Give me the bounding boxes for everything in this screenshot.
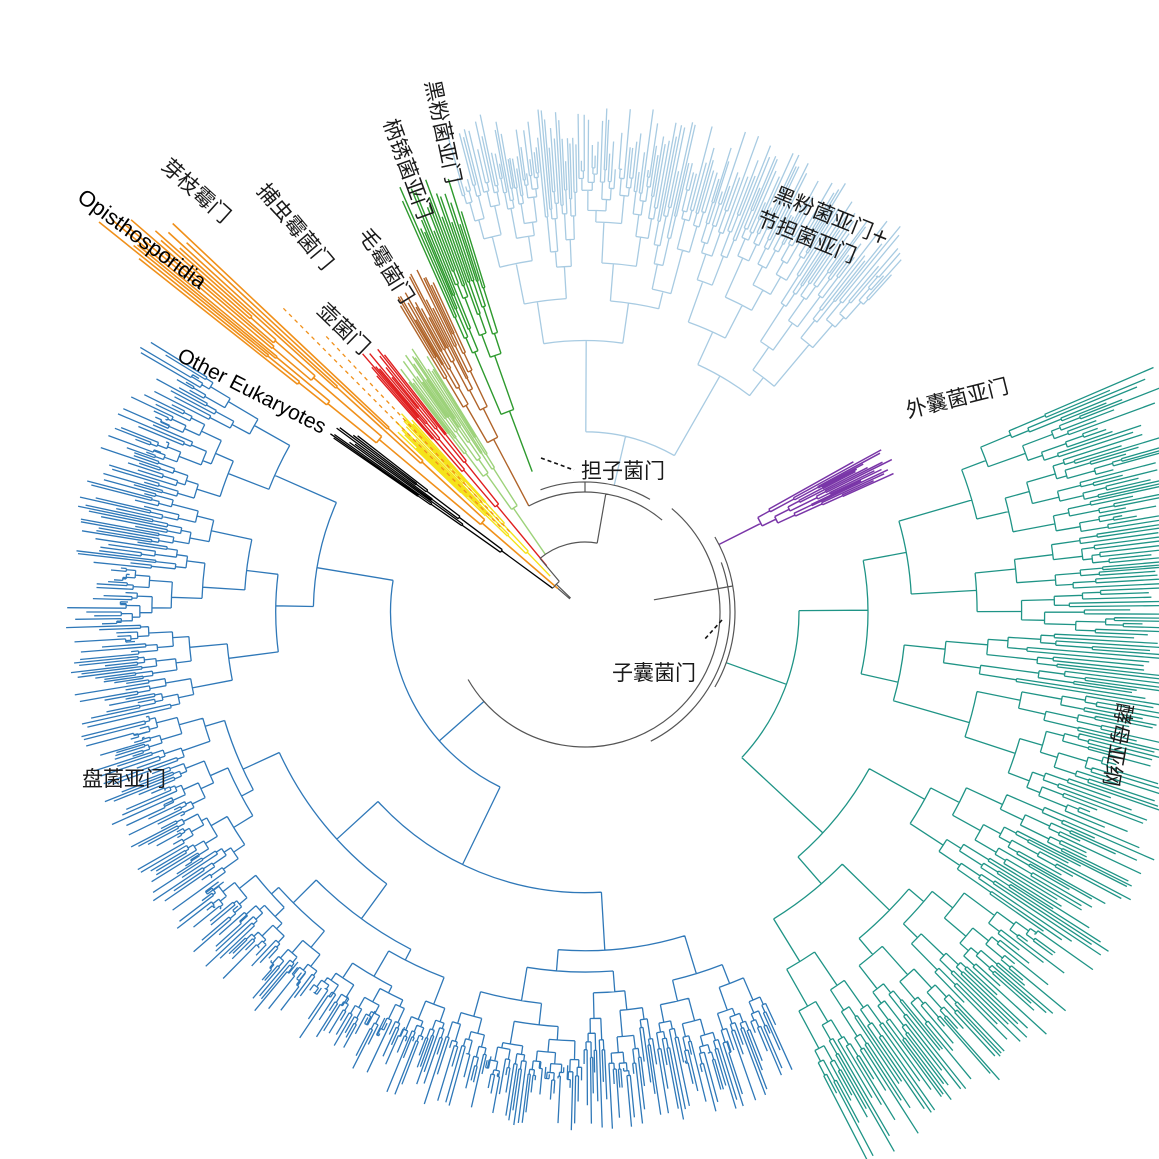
dashed-guide (324, 334, 511, 533)
clade-branches (98, 218, 559, 590)
clade-mucoro (362, 348, 548, 567)
clade-saccharo (725, 366, 1159, 1159)
tree-backbone (467, 481, 736, 748)
leader-basidiomycota (540, 457, 575, 471)
clade-chytrid (395, 413, 551, 577)
clade-other (330, 427, 554, 589)
clade-puccinio (397, 269, 530, 507)
label-mucoromycota: 毛霉菌门 (354, 224, 419, 308)
label-blastocladiomycota: 芽枝霉门 (157, 154, 235, 228)
label-chytridiomycota: 壶菌门 (313, 298, 375, 359)
label-pezizomycotina: 盘菌亚门 (82, 767, 166, 791)
backbone-branches (467, 481, 736, 748)
clade-branches (446, 108, 902, 486)
clade-ustilago (399, 178, 533, 472)
clade-taphrino (718, 449, 894, 546)
label-basidiomycota: 担子菌门 (581, 459, 665, 483)
clade-branches (400, 348, 546, 555)
label-ustilaginomycotina: 黑粉菌亚门 (420, 78, 465, 186)
clade-branches (718, 449, 894, 546)
clade-lightgreen (400, 348, 546, 555)
clade-branches (66, 341, 793, 1131)
label-taphrinomycotina: 外囊菌亚门 (903, 374, 1011, 423)
dashed-guide (281, 306, 501, 528)
clade-branches (399, 178, 533, 472)
leader-lines (540, 457, 723, 641)
label-zoopagomycota: 捕虫霉菌门 (252, 179, 338, 275)
clade-branches (362, 348, 548, 567)
label-ascomycota: 子囊菌门 (612, 661, 696, 685)
clade-branches (395, 413, 551, 577)
clade-branches (725, 366, 1159, 1159)
clade-agarico (446, 108, 902, 486)
leader-ascomycota (703, 619, 723, 641)
tree-branches (66, 108, 1159, 1159)
clade-branches (397, 269, 530, 507)
clade-pezizo (66, 341, 793, 1131)
clade-branches (330, 427, 554, 589)
clade-orange (98, 218, 559, 590)
